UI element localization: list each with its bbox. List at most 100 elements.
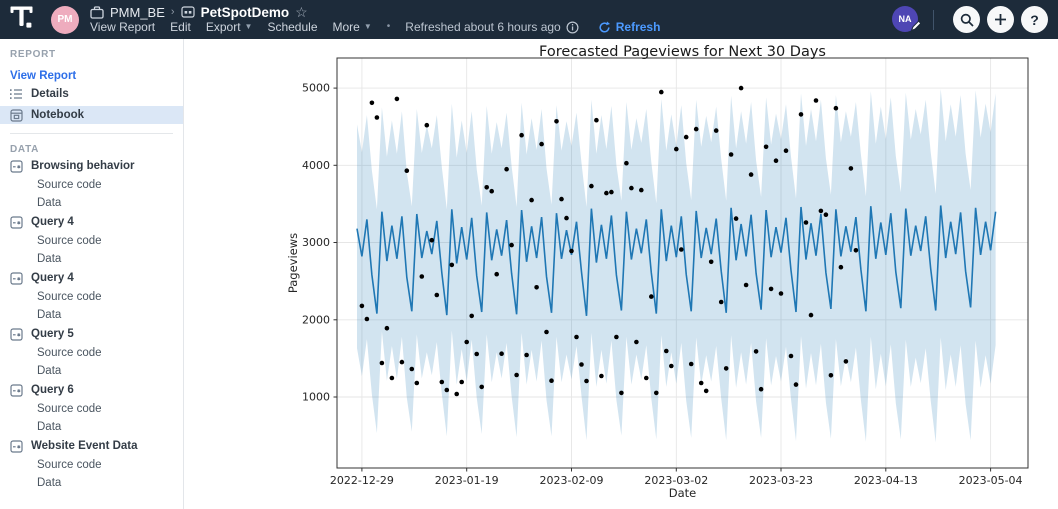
- actual-data-point: [394, 96, 400, 102]
- dataset-child-source-code[interactable]: Source code: [37, 346, 102, 359]
- actual-data-point: [364, 316, 370, 322]
- breadcrumb-report-title[interactable]: PetSpotDemo: [200, 4, 290, 20]
- dataset-child-data[interactable]: Data: [37, 364, 62, 377]
- y-tick-label: 5000: [302, 82, 330, 95]
- refresh-button[interactable]: Refresh: [598, 21, 660, 34]
- add-button[interactable]: [987, 6, 1014, 33]
- list-icon: [10, 89, 22, 99]
- actual-data-point: [359, 303, 365, 309]
- actual-data-point: [429, 237, 435, 243]
- dataset-label: Browsing behavior: [31, 160, 135, 172]
- actual-data-point: [688, 361, 694, 367]
- chevron-down-icon: ▼: [363, 22, 372, 31]
- dataset-child-data[interactable]: Data: [37, 196, 62, 209]
- actual-data-point: [843, 359, 849, 364]
- actual-data-point: [659, 89, 664, 95]
- y-tick-label: 4000: [302, 159, 330, 172]
- actual-data-point: [833, 105, 839, 111]
- actual-data-point: [823, 212, 829, 217]
- actual-data-point: [713, 128, 719, 133]
- dataset-website-event-data[interactable]: Website Event Data: [0, 437, 183, 455]
- query-icon: [10, 327, 23, 341]
- actual-data-point: [768, 286, 774, 292]
- actual-data-point: [828, 373, 834, 378]
- query-icon: [10, 215, 23, 229]
- actual-data-point: [534, 285, 539, 290]
- query-icon: [10, 159, 23, 173]
- sidebar: REPORT View Report Details Notebook DATA …: [0, 39, 184, 509]
- refresh-icon: [598, 21, 611, 34]
- workspace-avatar[interactable]: PM: [51, 5, 79, 34]
- actual-data-point: [544, 329, 549, 335]
- actual-data-point: [738, 85, 744, 91]
- dataset-child-data[interactable]: Data: [37, 476, 62, 489]
- dataset-query-4[interactable]: Query 4: [0, 213, 183, 231]
- actual-data-point: [384, 325, 390, 331]
- dataset-query-6[interactable]: Query 6: [0, 381, 183, 399]
- actual-data-point: [574, 334, 579, 340]
- query-icon: [10, 271, 23, 285]
- confidence-band: [357, 88, 996, 443]
- actual-data-point: [564, 215, 569, 221]
- actual-data-point: [723, 366, 729, 371]
- help-button[interactable]: ?: [1021, 6, 1048, 33]
- search-button[interactable]: [953, 6, 980, 33]
- menu-view-report[interactable]: View Report: [90, 20, 156, 34]
- dataset-child-source-code[interactable]: Source code: [37, 402, 102, 415]
- mode-logo-icon[interactable]: [9, 3, 36, 36]
- actual-data-point: [773, 158, 779, 163]
- query-icon: [10, 383, 23, 397]
- menu-export[interactable]: Export ▼: [205, 20, 253, 34]
- forecast-chart: 2022-12-29 2023-01-19 2023-02-09 2023-03-02…: [286, 44, 1029, 500]
- actual-data-point: [479, 384, 484, 390]
- actual-data-point: [758, 386, 764, 392]
- actual-data-point: [434, 292, 440, 298]
- dataset-child-source-code[interactable]: Source code: [37, 178, 102, 191]
- menu-edit[interactable]: Edit: [170, 20, 191, 34]
- actual-data-point: [793, 382, 799, 387]
- query-icon: [10, 215, 23, 229]
- plus-icon: [995, 14, 1006, 25]
- query-icon: [10, 439, 23, 453]
- actual-data-point: [449, 262, 455, 268]
- actual-data-point: [419, 274, 425, 279]
- sidebar-item-notebook[interactable]: Notebook: [0, 106, 183, 124]
- info-icon[interactable]: [566, 20, 579, 34]
- dataset-label: Query 5: [31, 328, 74, 340]
- dataset-child-source-code[interactable]: Source code: [37, 458, 102, 471]
- actual-data-point: [399, 359, 405, 365]
- x-axis-label: Date: [669, 486, 697, 500]
- breadcrumb: PMM_BE › PetSpotDemo ☆ View Report Edit Ex…: [90, 4, 660, 34]
- actual-data-point: [524, 352, 529, 358]
- dataset-child-data[interactable]: Data: [37, 252, 62, 265]
- dataset-query-4[interactable]: Query 4: [0, 269, 183, 287]
- actual-data-point: [474, 351, 479, 357]
- sidebar-item-label: Notebook: [31, 109, 85, 121]
- actual-data-point: [599, 373, 604, 379]
- dataset-child-data[interactable]: Data: [37, 308, 62, 321]
- dataset-child-source-code[interactable]: Source code: [37, 234, 102, 247]
- actual-data-point: [783, 148, 789, 153]
- dataset-child-source-code[interactable]: Source code: [37, 290, 102, 303]
- actual-data-point: [569, 248, 574, 254]
- actual-data-point: [683, 134, 689, 140]
- actual-data-point: [624, 160, 629, 166]
- menu-schedule[interactable]: Schedule: [267, 20, 318, 34]
- sidebar-item-label: Details: [31, 88, 69, 100]
- favorite-star-icon[interactable]: ☆: [295, 4, 308, 20]
- question-mark-icon: ?: [1030, 11, 1039, 28]
- actual-data-point: [728, 152, 734, 157]
- dataset-child-data[interactable]: Data: [37, 420, 62, 433]
- dataset-browsing-behavior[interactable]: Browsing behavior: [0, 157, 183, 175]
- sidebar-item-details[interactable]: Details: [0, 85, 183, 103]
- y-tick-label: 3000: [302, 236, 330, 249]
- breadcrumb-collection[interactable]: PMM_BE: [110, 4, 165, 20]
- actual-data-point: [753, 349, 759, 354]
- actual-data-point: [733, 216, 739, 221]
- actual-data-point: [454, 391, 459, 397]
- dataset-query-5[interactable]: Query 5: [0, 325, 183, 343]
- menu-more[interactable]: More ▼: [332, 20, 372, 34]
- actual-data-point: [509, 242, 514, 248]
- sidebar-view-report-link[interactable]: View Report: [10, 70, 77, 82]
- actual-data-point: [629, 185, 634, 191]
